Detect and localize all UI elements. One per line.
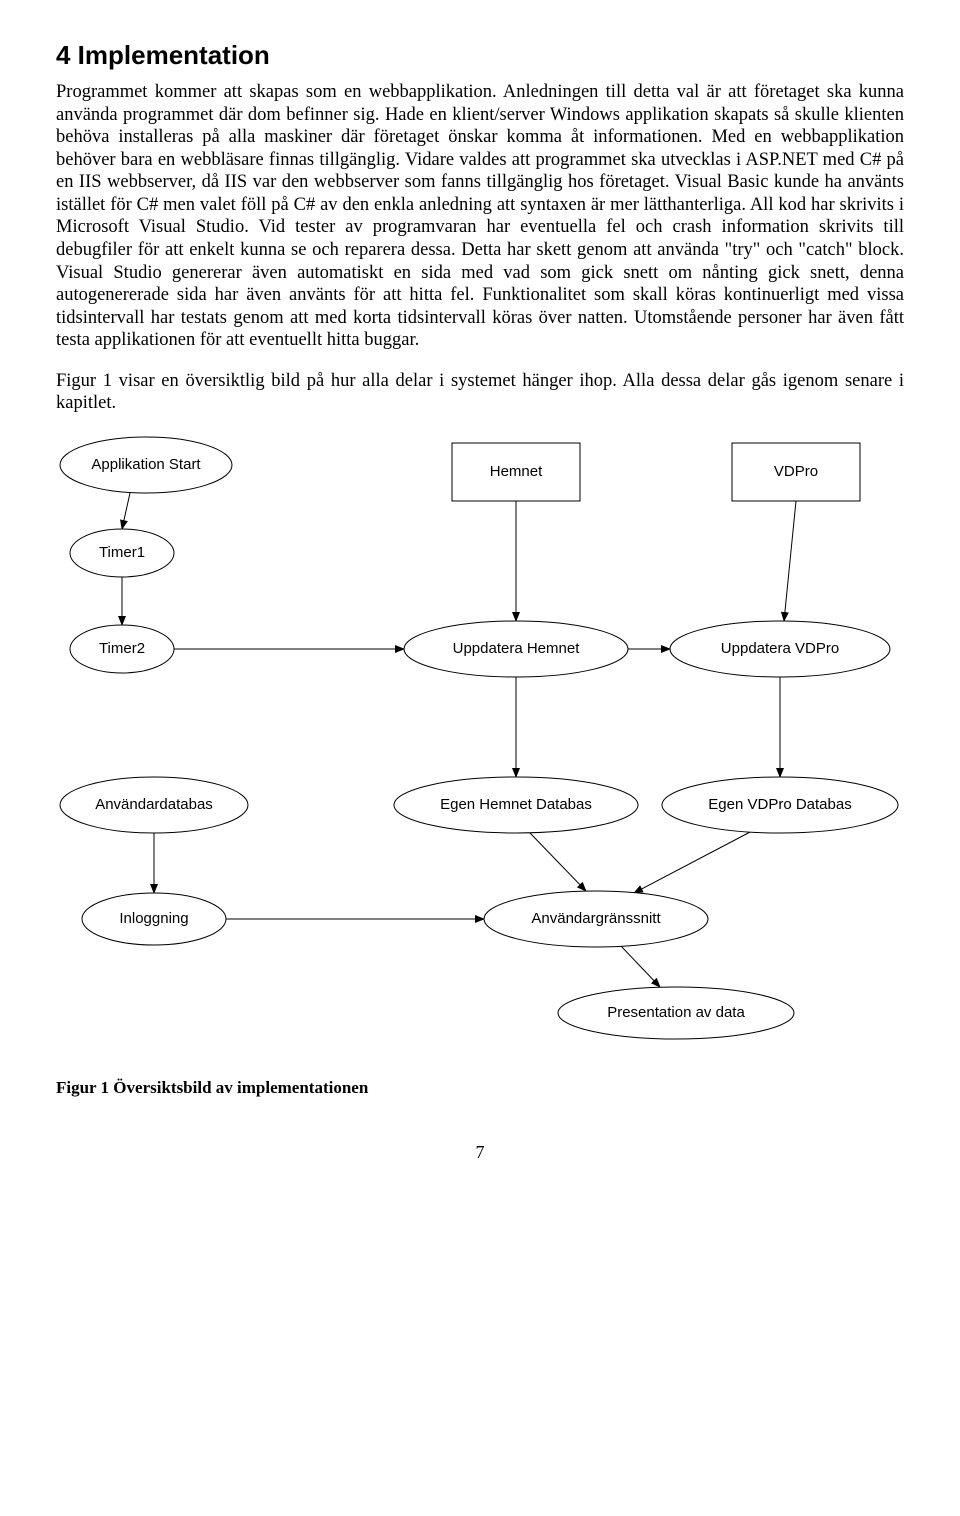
node-timer1: Timer1	[70, 529, 174, 577]
node-label-login: Inloggning	[119, 910, 188, 927]
page-number: 7	[56, 1142, 904, 1163]
node-label-hemnet: Hemnet	[490, 463, 543, 480]
node-label-timer2: Timer2	[99, 640, 145, 657]
node-label-timer1: Timer1	[99, 544, 145, 561]
node-label-hemnetdb: Egen Hemnet Databas	[440, 796, 592, 813]
body-paragraph-2: Figur 1 visar en översiktlig bild på hur…	[56, 370, 904, 415]
node-timer2: Timer2	[70, 625, 174, 673]
node-ui: Användargränssnitt	[484, 891, 708, 947]
node-updvdpro: Uppdatera VDPro	[670, 621, 890, 677]
node-label-vdpro: VDPro	[774, 463, 818, 480]
node-label-vdprodb: Egen VDPro Databas	[708, 796, 851, 813]
edge-hemnetdb-to-ui	[530, 833, 586, 891]
node-vdprodb: Egen VDPro Databas	[662, 777, 898, 833]
node-present: Presentation av data	[558, 987, 794, 1039]
section-heading: 4 Implementation	[56, 40, 904, 71]
body-paragraph-1: Programmet kommer att skapas som en webb…	[56, 81, 904, 352]
system-overview-diagram: Applikation Start Timer1 Timer2 Hemnet VDPro…	[56, 433, 904, 1050]
node-vdpro: VDPro	[732, 443, 860, 501]
node-label-updhemnet: Uppdatera Hemnet	[453, 640, 581, 657]
node-label-ui: Användargränssnitt	[531, 910, 661, 927]
node-appstart: Applikation Start	[60, 437, 232, 493]
node-userdb: Användardatabas	[60, 777, 248, 833]
edge-vdprodb-to-ui	[634, 831, 752, 893]
edge-ui-to-present	[620, 945, 660, 987]
node-updhemnet: Uppdatera Hemnet	[404, 621, 628, 677]
node-hemnet: Hemnet	[452, 443, 580, 501]
node-label-present: Presentation av data	[607, 1004, 745, 1021]
edge-vdpro-to-updvdpro	[784, 501, 796, 621]
edge-appstart-to-timer1	[122, 493, 130, 529]
figure-caption: Figur 1 Översiktsbild av implementatione…	[56, 1078, 904, 1098]
node-label-updvdpro: Uppdatera VDPro	[721, 640, 839, 657]
node-login: Inloggning	[82, 893, 226, 945]
node-label-userdb: Användardatabas	[95, 796, 213, 813]
node-hemnetdb: Egen Hemnet Databas	[394, 777, 638, 833]
node-label-appstart: Applikation Start	[91, 456, 201, 473]
